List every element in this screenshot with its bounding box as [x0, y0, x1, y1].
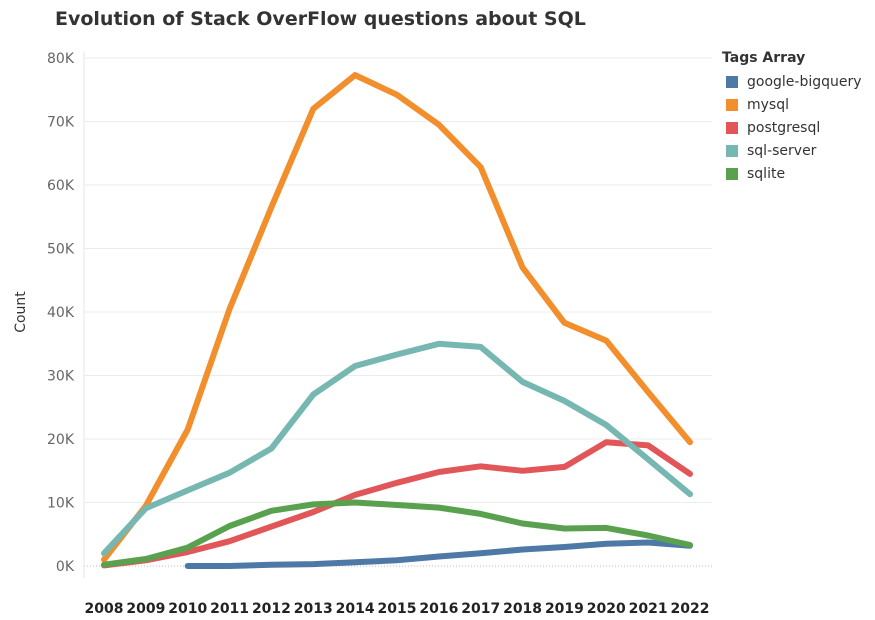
series-lines — [101, 72, 693, 569]
y-tick-label: 0K — [56, 559, 75, 575]
y-tick-label: 50K — [47, 242, 75, 258]
x-tick-label: 2016 — [419, 601, 458, 617]
y-tick-label: 80K — [47, 51, 75, 67]
y-tick-label: 40K — [47, 305, 75, 321]
series-line-sqlite — [101, 499, 693, 568]
legend-label: mysql — [747, 96, 789, 113]
x-tick-label: 2020 — [587, 601, 626, 617]
legend-label: sql-server — [747, 142, 817, 159]
legend-label: postgresql — [747, 119, 821, 136]
series-line-mysql — [101, 72, 693, 563]
legend-item-mysql[interactable]: mysql — [722, 93, 862, 116]
legend-title: Tags Array — [722, 50, 806, 66]
y-tick-label: 60K — [47, 178, 75, 194]
y-tick-label: 70K — [47, 115, 75, 131]
x-tick-label: 2015 — [378, 601, 417, 617]
y-tick-label: 10K — [47, 496, 75, 512]
series-line-google-bigquery — [184, 539, 693, 569]
x-tick-label: 2010 — [168, 601, 207, 617]
legend-swatch — [726, 167, 738, 180]
legend-swatch — [726, 121, 738, 134]
x-tick-label: 2018 — [503, 601, 542, 617]
series-line-postgresql — [101, 439, 693, 569]
x-tick-label: 2011 — [210, 601, 249, 617]
x-axis-ticks: 2008 2009 2010 2011 2012 2013 2014 2015 2016 2017… — [85, 601, 710, 617]
legend-item-postgresql[interactable]: postgresql — [722, 116, 862, 139]
legend-item-sql-server[interactable]: sql-server — [722, 139, 862, 162]
legend-label: sqlite — [747, 165, 786, 182]
x-tick-label: 2008 — [85, 601, 124, 617]
y-axis-label: Count — [13, 291, 29, 333]
x-tick-label: 2019 — [545, 601, 584, 617]
legend-item-google-bigquery[interactable]: google-bigquery — [722, 70, 862, 93]
legend-swatch — [726, 144, 738, 157]
x-tick-label: 2022 — [671, 601, 710, 617]
legend: Tags Array google-bigquery mysql postgresq… — [722, 50, 862, 185]
series-line-sql-server — [101, 340, 693, 557]
legend-item-sqlite[interactable]: sqlite — [722, 162, 862, 185]
x-tick-label: 2017 — [461, 601, 500, 617]
chart-title: Evolution of Stack OverFlow questions ab… — [55, 8, 586, 30]
y-axis-ticks: 0K 10K 20K 30K 40K 50K 60K 70K 80K — [47, 51, 75, 575]
x-tick-label: 2014 — [336, 601, 375, 617]
y-tick-label: 30K — [47, 369, 75, 385]
x-tick-label: 2009 — [126, 601, 165, 617]
gridlines — [83, 52, 712, 578]
x-tick-label: 2012 — [252, 601, 291, 617]
legend-label: google-bigquery — [747, 73, 862, 90]
legend-swatch — [726, 75, 738, 88]
y-tick-label: 20K — [47, 432, 75, 448]
x-tick-label: 2021 — [629, 601, 668, 617]
legend-swatch — [726, 98, 738, 111]
x-tick-label: 2013 — [294, 601, 333, 617]
